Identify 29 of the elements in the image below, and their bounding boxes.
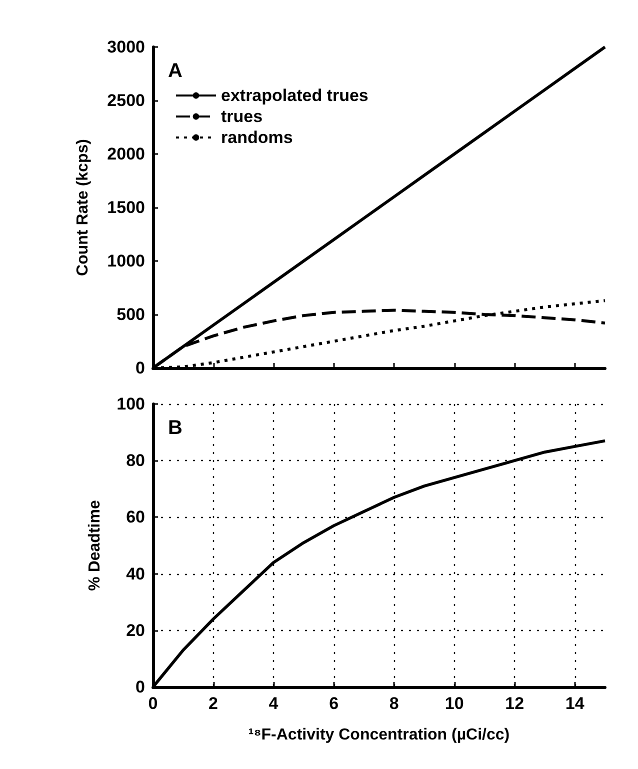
legend-label: trues <box>221 107 263 126</box>
y-tick-label: 100 <box>116 394 145 414</box>
y-tick-label: 1000 <box>107 252 145 270</box>
x-tick-label: 8 <box>389 694 399 713</box>
legend-label: extrapolated trues <box>221 86 368 105</box>
x-axis-title: ¹⁸F-Activity Concentration (µCi/cc) <box>248 726 510 744</box>
legend-label: randoms <box>221 128 293 147</box>
annotation: A <box>168 60 182 82</box>
y-tick-label: 20 <box>126 620 145 640</box>
x-tick-label: 0 <box>148 694 158 713</box>
x-tick-label: 14 <box>565 694 585 713</box>
y-axis-title: % Deadtime <box>86 500 104 591</box>
x-tick-label: 12 <box>505 694 524 713</box>
x-tick-label: 6 <box>329 694 339 713</box>
y-tick-label: 80 <box>126 451 145 470</box>
y-tick-label: 1500 <box>107 198 145 217</box>
y-axis-title: Count Rate (kcps) <box>74 139 92 276</box>
y-tick-label: 500 <box>116 305 145 324</box>
x-tick-label: 4 <box>268 694 279 713</box>
x-tick-label: 2 <box>208 694 218 713</box>
y-tick-label: 0 <box>136 358 145 378</box>
x-tick-label: 10 <box>444 694 464 713</box>
y-tick-label: 2000 <box>107 144 145 164</box>
y-tick-label: 40 <box>126 564 145 584</box>
y-tick-label: 60 <box>126 508 145 527</box>
y-tick-label: 2500 <box>107 91 145 110</box>
y-tick-label: 0 <box>136 678 145 696</box>
annotation: B <box>168 417 182 439</box>
y-tick-label: 3000 <box>107 38 145 56</box>
